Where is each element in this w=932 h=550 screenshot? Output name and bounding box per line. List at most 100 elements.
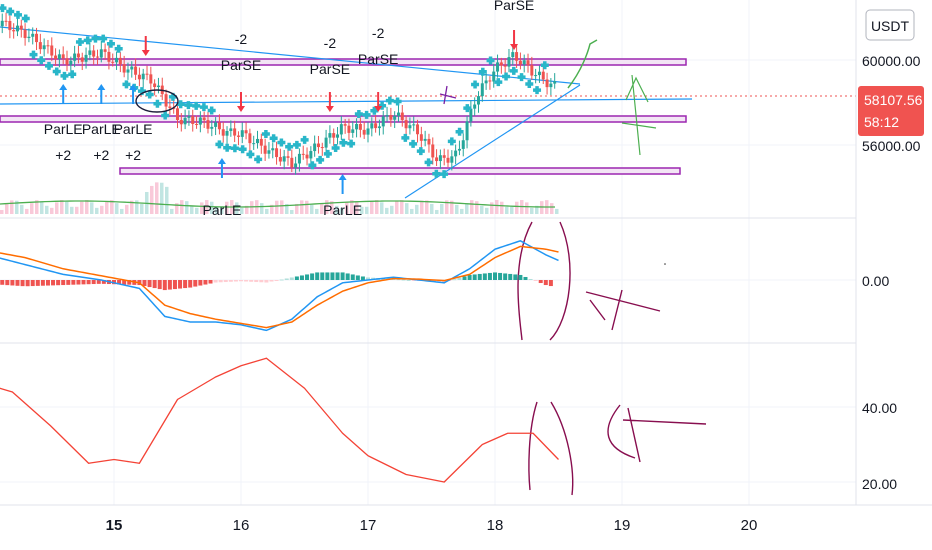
candle-body bbox=[153, 83, 157, 88]
sar-marker bbox=[385, 96, 394, 105]
candle-body bbox=[351, 129, 355, 133]
candle-body bbox=[503, 65, 507, 67]
volume-bar bbox=[215, 206, 219, 214]
macd-histogram-bar bbox=[223, 280, 228, 283]
candle-body bbox=[549, 83, 553, 88]
macd-histogram-bar bbox=[203, 280, 208, 285]
short-signal-arrow bbox=[141, 36, 150, 56]
macd-histogram-bar bbox=[518, 274, 523, 280]
macd-histogram-bar bbox=[127, 280, 132, 285]
candle-body bbox=[27, 36, 31, 39]
volume-bar bbox=[345, 202, 349, 214]
sar-marker bbox=[207, 106, 216, 115]
volume-bar bbox=[55, 202, 59, 214]
long-signal-arrow bbox=[338, 174, 347, 194]
volume-bar bbox=[330, 201, 334, 214]
volume-bar bbox=[400, 200, 404, 214]
signal-qty: +2 bbox=[55, 147, 71, 163]
macd-histogram-bar bbox=[472, 274, 477, 280]
macd-histogram-bar bbox=[538, 280, 543, 284]
signal-qty: -2 bbox=[235, 31, 248, 47]
sar-marker bbox=[52, 67, 61, 76]
sar-marker bbox=[486, 56, 495, 65]
osc-tick: 40.00 bbox=[862, 400, 897, 416]
volume-bar bbox=[340, 207, 344, 214]
signals: ParLE+2ParLE+2ParLE+2-2ParSE-2ParSE-2Par… bbox=[44, 0, 535, 218]
sar-marker bbox=[176, 100, 185, 109]
volume-bar bbox=[275, 200, 279, 214]
macd-histogram-bar bbox=[259, 280, 264, 283]
candle-body bbox=[183, 117, 187, 125]
volume-bar bbox=[125, 204, 129, 214]
macd-histogram-bar bbox=[340, 272, 345, 280]
sar-marker bbox=[277, 138, 286, 147]
volume-bar bbox=[415, 204, 419, 214]
candle-body bbox=[202, 117, 206, 121]
sar-marker bbox=[261, 130, 270, 139]
drawings-front bbox=[135, 39, 707, 496]
volume-bar bbox=[555, 208, 559, 214]
currency-button[interactable] bbox=[865, 9, 915, 41]
candle-body bbox=[126, 69, 130, 73]
sar-marker bbox=[378, 101, 387, 110]
candle-body bbox=[164, 94, 168, 107]
volume-bar bbox=[250, 201, 254, 214]
candle-body bbox=[305, 154, 309, 159]
macd-histogram-bar bbox=[193, 280, 198, 287]
short-signal-arrow bbox=[237, 92, 245, 112]
candle-body bbox=[8, 20, 12, 31]
candle-body bbox=[389, 115, 393, 120]
candle-body bbox=[88, 50, 92, 55]
candle-body bbox=[95, 56, 99, 58]
candle-body bbox=[42, 45, 46, 50]
candle-body bbox=[286, 156, 290, 158]
candle-body bbox=[50, 45, 54, 56]
candle-body bbox=[419, 134, 423, 141]
volume-bar bbox=[245, 205, 249, 214]
macd-histogram-bar bbox=[310, 273, 315, 280]
sar-marker bbox=[424, 158, 433, 167]
volume-bar bbox=[445, 200, 449, 214]
macd-histogram-bar bbox=[91, 280, 96, 285]
volume-bar bbox=[310, 204, 314, 214]
macd-histogram-bar bbox=[152, 280, 157, 289]
hand-drawing bbox=[567, 39, 598, 89]
candle-body bbox=[210, 126, 214, 129]
volume-bar bbox=[350, 200, 354, 214]
volume-bar bbox=[65, 201, 69, 214]
hand-drawing bbox=[439, 85, 457, 105]
volume-bar bbox=[150, 185, 154, 214]
trend-line bbox=[404, 84, 581, 199]
macd-histogram-bar bbox=[76, 280, 81, 285]
candle-body bbox=[206, 120, 210, 129]
volume-bar bbox=[510, 206, 514, 214]
macd-histogram-bar bbox=[213, 280, 218, 283]
candle-body bbox=[168, 106, 172, 108]
sar-marker bbox=[292, 140, 301, 149]
volume-bar bbox=[175, 203, 179, 214]
candle-body bbox=[374, 123, 378, 129]
candle-body bbox=[65, 58, 69, 65]
volume-bar bbox=[30, 203, 34, 214]
candle-body bbox=[492, 71, 496, 82]
macd-histogram-bar bbox=[452, 279, 457, 281]
macd-panel bbox=[0, 239, 559, 332]
short-signal-arrow bbox=[510, 30, 519, 50]
signal-label: ParLE bbox=[323, 202, 362, 218]
macd-histogram-bar bbox=[101, 280, 106, 284]
macd-histogram-bar bbox=[208, 280, 213, 284]
macd-histogram-bar bbox=[264, 280, 269, 283]
time-axis[interactable]: 15 16 17 18 19 20 bbox=[106, 517, 758, 534]
horizontal-band bbox=[0, 58, 687, 66]
sar-marker bbox=[354, 109, 363, 118]
macd-histogram-bar bbox=[523, 276, 528, 280]
macd-histogram-bar bbox=[198, 280, 203, 286]
signal-qty: +2 bbox=[93, 147, 109, 163]
volume-bar bbox=[70, 206, 74, 214]
macd-histogram-bar bbox=[487, 272, 492, 280]
macd-histogram-bar bbox=[503, 273, 508, 280]
candle-body bbox=[313, 143, 317, 152]
candle-body bbox=[381, 116, 385, 127]
macd-histogram-bar bbox=[10, 280, 15, 286]
